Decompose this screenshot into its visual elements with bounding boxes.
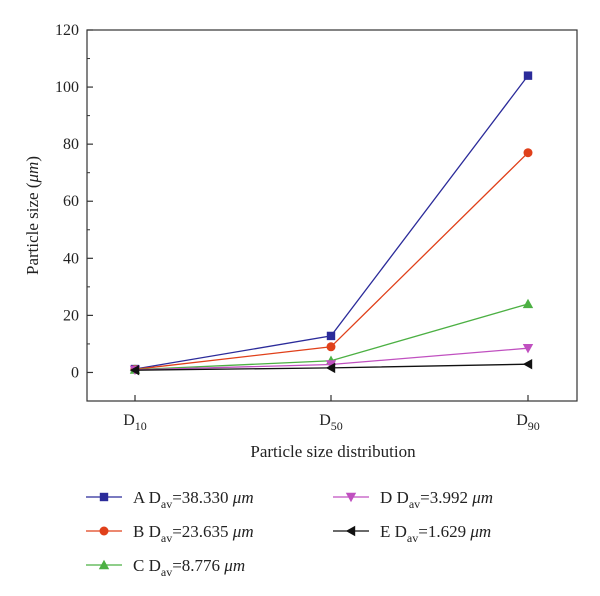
y-tick-label: 20 xyxy=(63,307,79,324)
legend: A Dav=38.330 μm B Dav=23.635 μm C Dav=8.77… xyxy=(86,488,493,579)
legend-marker xyxy=(345,525,356,537)
legend-label: B Dav=23.635 μm xyxy=(133,522,254,545)
data-point xyxy=(326,331,336,341)
legend-label: A Dav=38.330 μm xyxy=(133,488,254,511)
plot-area: 0 20 40 60 80 100 120 D10 D50 D90 Particle size di… xyxy=(23,22,578,461)
legend-item-c: C Dav=8.776 μm xyxy=(86,556,245,579)
legend-item-b: B Dav=23.635 μm xyxy=(86,522,254,545)
x-tick-label: D50 xyxy=(319,412,343,433)
data-point xyxy=(325,362,336,374)
legend-label: E Dav=1.629 μm xyxy=(380,522,491,545)
legend-marker xyxy=(99,492,109,502)
x-tick-label: D10 xyxy=(123,412,147,433)
data-point xyxy=(326,342,336,352)
y-tick-label: 60 xyxy=(63,193,79,210)
series-a xyxy=(130,71,533,374)
x-tick-label: D90 xyxy=(516,412,540,433)
x-axis-title: Particle size distribution xyxy=(250,442,416,461)
data-point xyxy=(523,148,533,158)
plot-frame xyxy=(86,29,578,402)
legend-item-d: D Dav=3.992 μm xyxy=(333,488,493,511)
y-tick-label: 120 xyxy=(55,22,79,39)
data-point xyxy=(522,298,534,309)
legend-label: D Dav=3.992 μm xyxy=(380,488,493,511)
y-tick-label: 0 xyxy=(71,364,79,381)
series-e xyxy=(129,358,533,376)
y-axis-title: Particle size (μm) xyxy=(23,156,42,275)
data-point xyxy=(325,360,337,370)
data-point xyxy=(129,364,140,376)
legend-item-e: E Dav=1.629 μm xyxy=(333,522,491,545)
data-point xyxy=(523,71,533,80)
legend-item-a: A Dav=38.330 μm xyxy=(86,488,254,511)
y-tick-label: 100 xyxy=(55,79,79,96)
legend-marker xyxy=(345,492,357,503)
legend-marker xyxy=(98,559,110,570)
legend-marker xyxy=(99,526,109,536)
data-point xyxy=(522,358,533,370)
legend-label: C Dav=8.776 μm xyxy=(133,556,245,579)
y-tick-label: 40 xyxy=(63,250,79,267)
y-tick-label: 80 xyxy=(63,136,79,153)
series-line xyxy=(134,75,529,370)
data-point xyxy=(522,344,534,354)
